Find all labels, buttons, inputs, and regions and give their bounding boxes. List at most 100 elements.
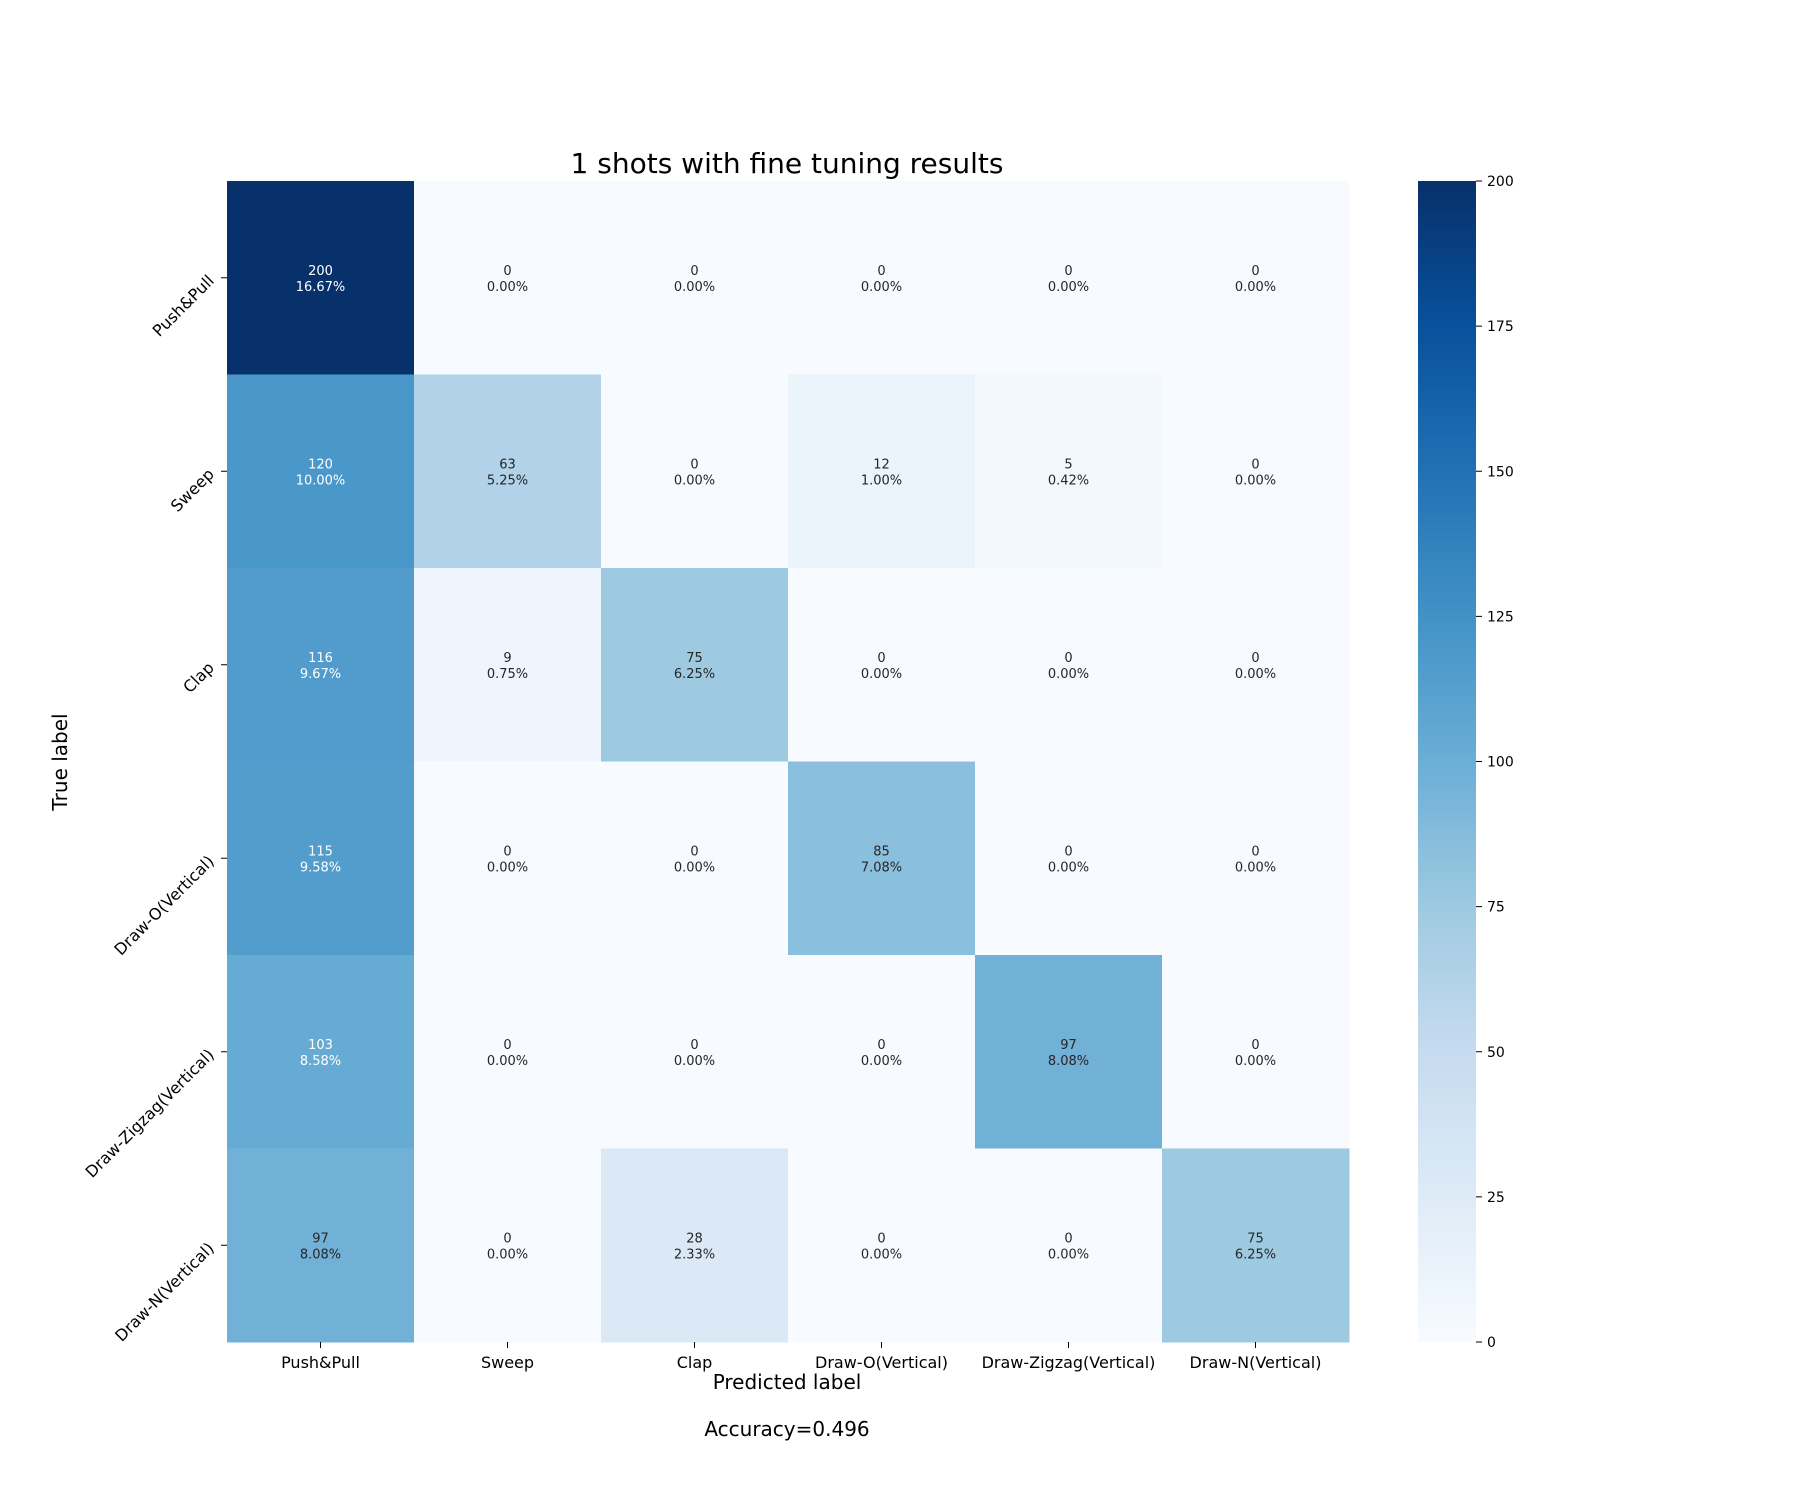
heatmap-cell: [1162, 374, 1350, 569]
heatmap-cell: [788, 955, 976, 1149]
cell-count-label: 0: [877, 1231, 885, 1246]
cell-count-label: 0: [1064, 651, 1072, 666]
heatmap-cell: [975, 181, 1163, 375]
cell-percent-label: 6.25%: [674, 667, 715, 682]
cell-count-label: 0: [1064, 844, 1072, 859]
heatmap-cell: [227, 761, 415, 956]
cell-percent-label: 0.00%: [861, 1247, 902, 1262]
cell-percent-label: 0.00%: [674, 1054, 715, 1069]
heatmap-cell: [227, 374, 415, 569]
x-tick-label: Clap: [677, 1353, 713, 1372]
heatmap-cell: [788, 374, 976, 569]
heatmap-cell-labels: 20016.67%00.00%00.00%00.00%00.00%00.00%1…: [296, 264, 1276, 1263]
cell-percent-label: 0.00%: [1235, 473, 1276, 488]
heatmap-cell: [601, 568, 789, 762]
heatmap-cell: [414, 374, 602, 569]
cell-percent-label: 0.75%: [487, 667, 528, 682]
cell-count-label: 115: [308, 844, 333, 859]
cell-count-label: 120: [308, 457, 333, 472]
colorbar-ticks: 0 25 50 75 100 125 150 175 200: [1476, 174, 1514, 1351]
cell-percent-label: 0.00%: [861, 667, 902, 682]
heatmap-cell: [227, 955, 415, 1149]
cell-percent-label: 0.00%: [674, 860, 715, 875]
y-axis-label: True label: [48, 713, 72, 811]
cell-percent-label: 8.08%: [300, 1247, 341, 1262]
x-tick-label: Draw-Zigzag(Vertical): [982, 1353, 1156, 1372]
cell-percent-label: 16.67%: [296, 280, 346, 295]
cell-percent-label: 2.33%: [674, 1247, 715, 1262]
cell-count-label: 97: [1060, 1038, 1077, 1053]
heatmap-cell: [601, 955, 789, 1149]
cell-percent-label: 7.08%: [861, 860, 902, 875]
cell-count-label: 0: [690, 457, 698, 472]
cell-percent-label: 10.00%: [296, 473, 346, 488]
cell-percent-label: 0.00%: [487, 280, 528, 295]
x-tick-label: Draw-O(Vertical): [815, 1353, 948, 1372]
cell-count-label: 0: [1064, 264, 1072, 279]
cell-count-label: 28: [686, 1231, 703, 1246]
heatmap-cell: [1162, 1148, 1350, 1343]
cell-count-label: 103: [308, 1038, 333, 1053]
heatmap-cell: [788, 1148, 976, 1343]
heatmap-cell: [975, 955, 1163, 1149]
heatmap-cell: [788, 761, 976, 956]
cell-count-label: 0: [690, 264, 698, 279]
cell-count-label: 0: [877, 651, 885, 666]
colorbar-tick-label: 0: [1487, 1335, 1496, 1351]
y-tick-label: Clap: [179, 658, 218, 697]
x-tick-label: Push&Pull: [281, 1353, 360, 1372]
cell-percent-label: 0.00%: [1235, 1054, 1276, 1069]
cell-count-label: 0: [503, 1038, 511, 1053]
cell-percent-label: 0.00%: [674, 473, 715, 488]
cell-count-label: 97: [312, 1231, 329, 1246]
heatmap-cell: [1162, 568, 1350, 762]
heatmap-cell: [601, 761, 789, 956]
cell-count-label: 9: [503, 651, 511, 666]
cell-count-label: 0: [1251, 844, 1259, 859]
heatmap-cell: [975, 1148, 1163, 1343]
heatmap-cell: [788, 568, 976, 762]
cell-count-label: 0: [1251, 1038, 1259, 1053]
colorbar-tick-label: 50: [1487, 1045, 1505, 1061]
cell-count-label: 12: [873, 457, 890, 472]
chart-title: 1 shots with fine tuning results: [571, 147, 1004, 180]
heatmap-cell: [1162, 761, 1350, 956]
cell-count-label: 0: [877, 264, 885, 279]
heatmap-cell: [601, 1148, 789, 1343]
cell-percent-label: 8.08%: [1048, 1054, 1089, 1069]
heatmap-cell: [414, 181, 602, 375]
heatmap-cells: [227, 181, 1350, 1343]
x-tick-label: Draw-N(Vertical): [1190, 1353, 1322, 1372]
cell-count-label: 63: [499, 457, 516, 472]
cell-percent-label: 1.00%: [861, 473, 902, 488]
y-tick-label: Draw-N(Vertical): [111, 1239, 218, 1346]
cell-count-label: 0: [1064, 1231, 1072, 1246]
colorbar-tick-label: 125: [1487, 609, 1514, 625]
cell-count-label: 116: [308, 651, 333, 666]
x-axis-label: Predicted label: [713, 1370, 862, 1394]
cell-percent-label: 5.25%: [487, 473, 528, 488]
cell-percent-label: 0.00%: [1235, 280, 1276, 295]
cell-count-label: 0: [503, 1231, 511, 1246]
cell-count-label: 5: [1064, 457, 1072, 472]
cell-count-label: 0: [503, 844, 511, 859]
y-tick-label: Draw-O(Vertical): [110, 852, 217, 959]
cell-count-label: 0: [1251, 457, 1259, 472]
cell-percent-label: 0.00%: [487, 1247, 528, 1262]
cell-percent-label: 9.67%: [300, 667, 341, 682]
y-tick-label: Draw-Zigzag(Vertical): [81, 1045, 217, 1181]
cell-count-label: 0: [503, 264, 511, 279]
cell-percent-label: 0.00%: [861, 280, 902, 295]
heatmap-cell: [1162, 181, 1350, 375]
cell-percent-label: 0.00%: [1048, 280, 1089, 295]
heatmap-cell: [601, 374, 789, 569]
cell-percent-label: 0.00%: [487, 1054, 528, 1069]
heatmap-cell: [975, 761, 1163, 956]
cell-count-label: 0: [690, 1038, 698, 1053]
cell-percent-label: 6.25%: [1235, 1247, 1276, 1262]
cell-percent-label: 0.00%: [1235, 667, 1276, 682]
x-axis-ticks: Push&Pull Sweep Clap Draw-O(Vertical) Draw-Z…: [281, 1342, 1321, 1372]
heatmap-cell: [601, 181, 789, 375]
cell-count-label: 0: [877, 1038, 885, 1053]
